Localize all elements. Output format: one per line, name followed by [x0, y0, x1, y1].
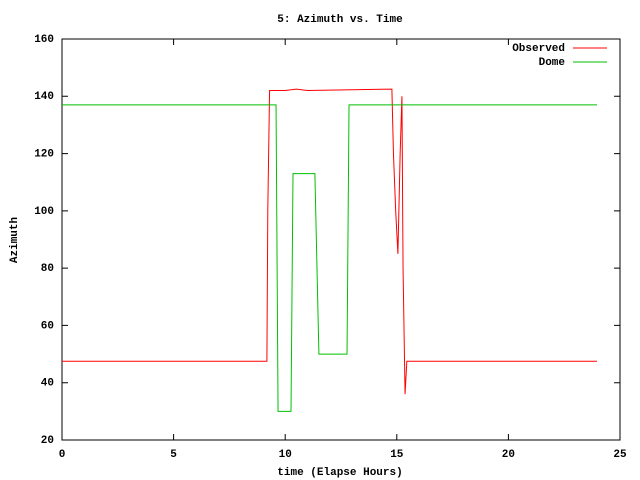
series-line: [62, 104, 598, 412]
x-tick-label: 0: [59, 449, 66, 461]
legend-label: Dome: [539, 57, 566, 69]
legend-label: Observed: [512, 43, 565, 55]
chart-title: 5: Azimuth vs. Time: [277, 14, 403, 26]
y-tick-label: 40: [41, 378, 54, 390]
y-tick-label: 160: [34, 34, 54, 46]
x-tick-label: 5: [170, 449, 177, 461]
y-tick-label: 120: [34, 148, 54, 160]
y-tick-label: 20: [41, 435, 54, 447]
y-tick-label: 60: [41, 320, 54, 332]
y-tick-label: 140: [34, 91, 54, 103]
plot-border: [61, 38, 621, 441]
x-tick-label: 25: [613, 449, 627, 461]
x-tick-label: 10: [279, 449, 292, 461]
x-tick-label: 20: [502, 449, 515, 461]
x-tick-label: 15: [390, 449, 404, 461]
x-axis-label: time (Elapse Hours): [277, 467, 402, 479]
y-tick-label: 100: [34, 206, 54, 218]
y-axis-label: Azimuth: [9, 217, 21, 263]
y-tick-label: 80: [41, 263, 54, 275]
series-line: [62, 88, 598, 395]
